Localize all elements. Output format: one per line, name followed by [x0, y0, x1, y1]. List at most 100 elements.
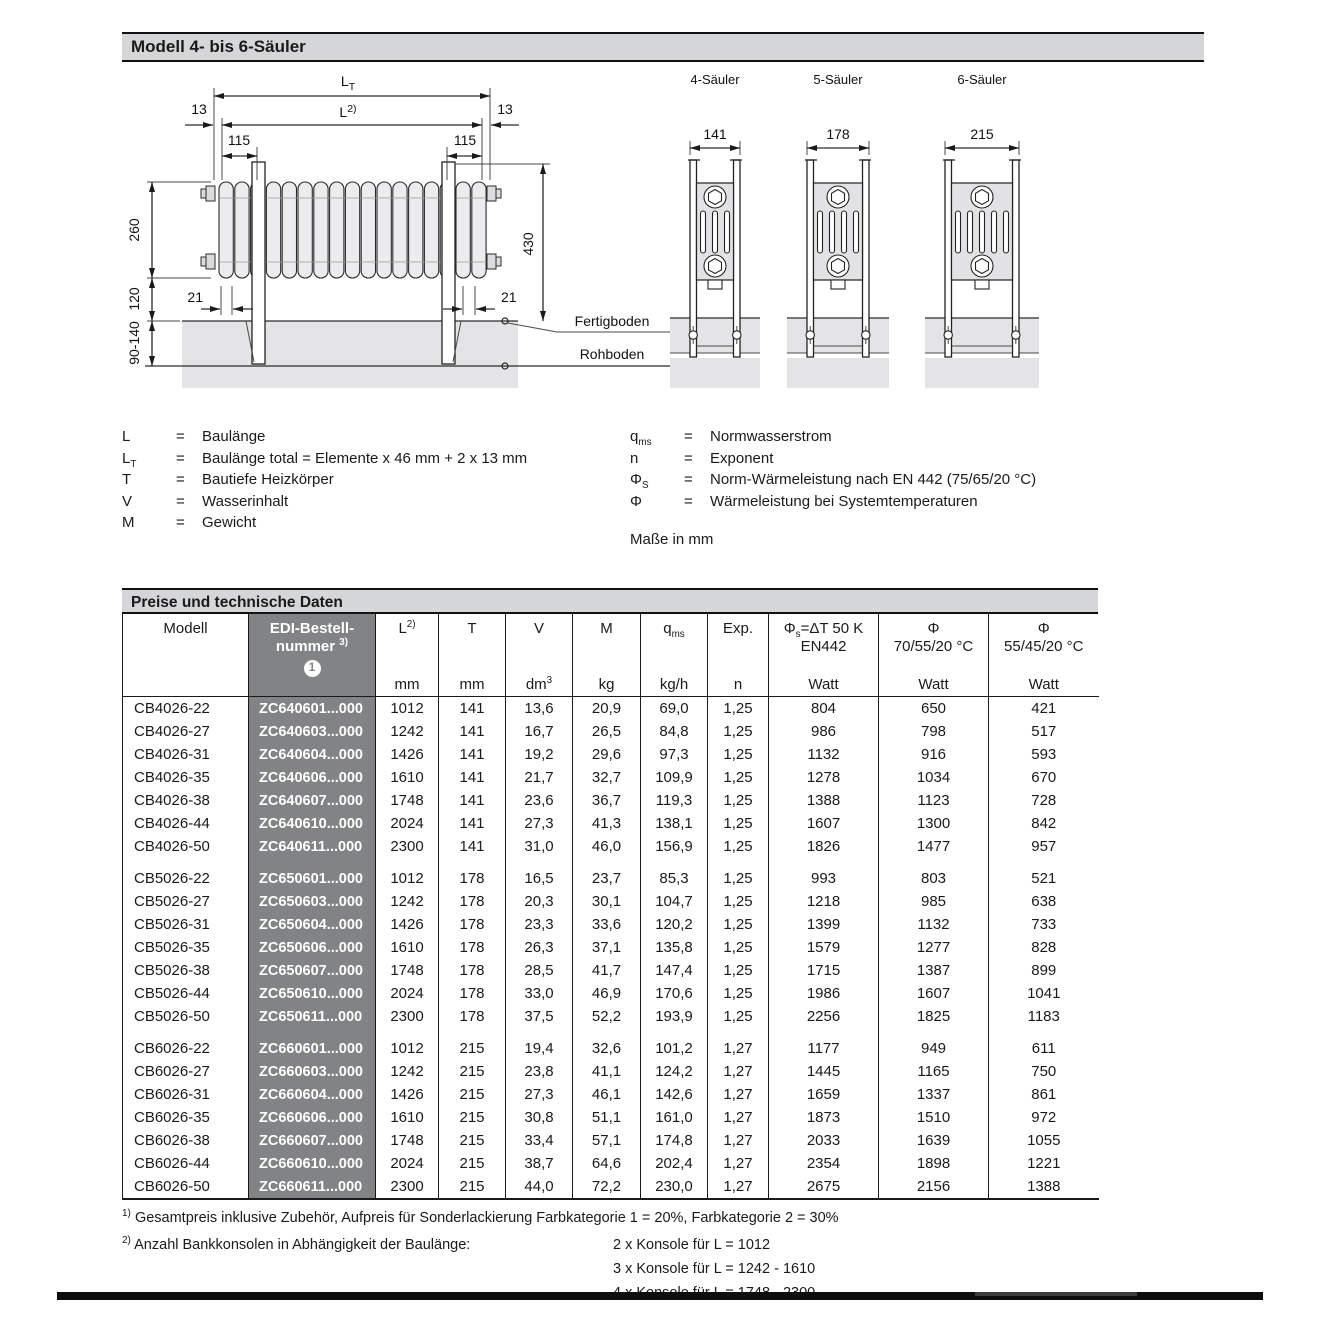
value-cell: 147,4: [640, 959, 708, 982]
table-row: CB4026-27 ZC640603...000 1242 141 16,7 26,5 84…: [123, 720, 1099, 743]
value-cell: 51,1: [572, 1106, 641, 1129]
value-cell: 1445: [768, 1060, 879, 1083]
edi-number-cell: ZC640607...000: [248, 789, 376, 812]
column-header-line1: Φs=ΔT 50 K: [783, 620, 864, 640]
radiator-element: [376, 181, 392, 279]
value-cell: 178: [438, 867, 506, 890]
value-cell: 1300: [878, 812, 989, 835]
section-4-saeuler: 4-Säuler 141: [670, 72, 760, 388]
value-cell: 215: [438, 1083, 506, 1106]
model-cell: CB4026-27: [134, 723, 210, 740]
section-width-label: 141: [703, 126, 727, 142]
value-cell: 1165: [878, 1060, 989, 1083]
edi-number-cell: ZC660603...000: [248, 1060, 376, 1083]
legend-symbol: T: [122, 471, 132, 488]
legend-left-column: L = Baulänge LT = Baulänge total = Elemente x…: [122, 426, 622, 534]
value-cell: 1242: [375, 1060, 439, 1083]
value-cell: 2024: [375, 812, 439, 835]
radiator-element: [392, 181, 408, 279]
column-header: Exp. n: [707, 614, 769, 697]
value-cell: 23,3: [505, 913, 573, 936]
value-cell: 2675: [768, 1175, 879, 1199]
value-cell: 36,7: [572, 789, 641, 812]
data-table-block: Preise und technische Daten Modell EDI-Be…: [122, 588, 1099, 1200]
value-cell: 19,2: [505, 743, 573, 766]
value-cell: 23,8: [505, 1060, 573, 1083]
dim-label-lt: LT: [341, 73, 356, 93]
table-row: CB5026-31 ZC650604...000 1426 178 23,3 33,6 12…: [123, 913, 1099, 936]
value-cell: 957: [988, 835, 1099, 858]
value-cell: 41,3: [572, 812, 641, 835]
table-row: CB6026-50 ZC660611...000 2300 215 44,0 72,2 23…: [123, 1175, 1099, 1199]
value-cell: 28,5: [505, 959, 573, 982]
table-row: CB4026-22 ZC640601...000 1012 141 13,6 20,9 69…: [123, 696, 1099, 720]
value-cell: 1426: [375, 743, 439, 766]
column-header-line1: V: [533, 620, 544, 637]
value-cell: 30,8: [505, 1106, 573, 1129]
value-cell: 1426: [375, 913, 439, 936]
legend-equals: =: [176, 492, 185, 510]
model-cell: CB5026-27: [134, 893, 210, 910]
value-cell: 1,25: [707, 867, 769, 890]
anchor-bolt: [805, 330, 815, 340]
value-cell: 1388: [988, 1175, 1099, 1199]
model-cell: CB5026-22: [134, 870, 210, 887]
floor-slab: [145, 320, 670, 388]
anchor-bolt: [732, 330, 742, 340]
support-post-right: [441, 161, 456, 365]
value-cell: 138,1: [640, 812, 708, 835]
value-cell: 215: [438, 1129, 506, 1152]
model-cell: CB6026-38: [134, 1132, 210, 1149]
radiator-element: [423, 181, 440, 279]
value-cell: 23,7: [572, 867, 641, 890]
value-cell: 230,0: [640, 1175, 708, 1199]
column-header: Φ 55/45/20 °C Watt: [988, 614, 1099, 697]
value-cell: 120,2: [640, 913, 708, 936]
dim-offset-13-left: 13: [185, 101, 213, 128]
dim-430: 430: [455, 163, 550, 321]
value-cell: 2024: [375, 1152, 439, 1175]
column-header-line2: 55/45/20 °C: [1004, 638, 1084, 655]
table-row: CB5026-22 ZC650601...000 1012 178 16,5 23,7 85…: [123, 867, 1099, 890]
footnote-1-text: Gesamtpreis inklusive Zubehör, Aufpreis …: [134, 1210, 839, 1226]
value-cell: 611: [988, 1037, 1099, 1060]
column-header-unit: kg: [598, 676, 615, 693]
value-cell: 202,4: [640, 1152, 708, 1175]
value-cell: 85,3: [640, 867, 708, 890]
svg-text:115: 115: [228, 132, 251, 148]
edi-number-cell: ZC660604...000: [248, 1083, 376, 1106]
value-cell: 52,2: [572, 1005, 641, 1028]
value-cell: 1,25: [707, 890, 769, 913]
table-row: CB6026-44 ZC660610...000 2024 215 38,7 64,6 20…: [123, 1152, 1099, 1175]
value-cell: 16,7: [505, 720, 573, 743]
table-row: CB4026-31 ZC640604...000 1426 141 19,2 29,6 97…: [123, 743, 1099, 766]
value-cell: 1,25: [707, 982, 769, 1005]
value-cell: 517: [988, 720, 1099, 743]
value-cell: 1,25: [707, 812, 769, 835]
value-cell: 174,8: [640, 1129, 708, 1152]
model-cell: CB5026-38: [134, 962, 210, 979]
svg-text:13: 13: [497, 101, 513, 117]
anchor-bolt: [1011, 330, 1021, 340]
value-cell: 593: [988, 743, 1099, 766]
edi-number-cell: ZC660607...000: [248, 1129, 376, 1152]
value-cell: 421: [988, 696, 1099, 720]
column-header: EDI-Bestell-nummer 3) 1: [248, 614, 376, 697]
value-cell: 1041: [988, 982, 1099, 1005]
table-row: CB5026-35 ZC650606...000 1610 178 26,3 37,1 13…: [123, 936, 1099, 959]
value-cell: 37,5: [505, 1005, 573, 1028]
table-row: CB6026-31 ZC660604...000 1426 215 27,3 46,1 14…: [123, 1083, 1099, 1106]
model-cell: CB4026-38: [134, 792, 210, 809]
column-header: qms kg/h: [640, 614, 708, 697]
section-slot: [816, 210, 824, 254]
svg-text:13: 13: [191, 101, 207, 117]
value-cell: 985: [878, 890, 989, 913]
dim-115-right: 115: [446, 132, 482, 180]
table-row: CB5026-44 ZC650610...000 2024 178 33,0 46,9 17…: [123, 982, 1099, 1005]
value-cell: 215: [438, 1175, 506, 1199]
legend-description: Norm-Wärmeleistung nach EN 442 (75/65/20…: [710, 471, 1037, 488]
table-title-bar: Preise und technische Daten: [122, 588, 1098, 614]
